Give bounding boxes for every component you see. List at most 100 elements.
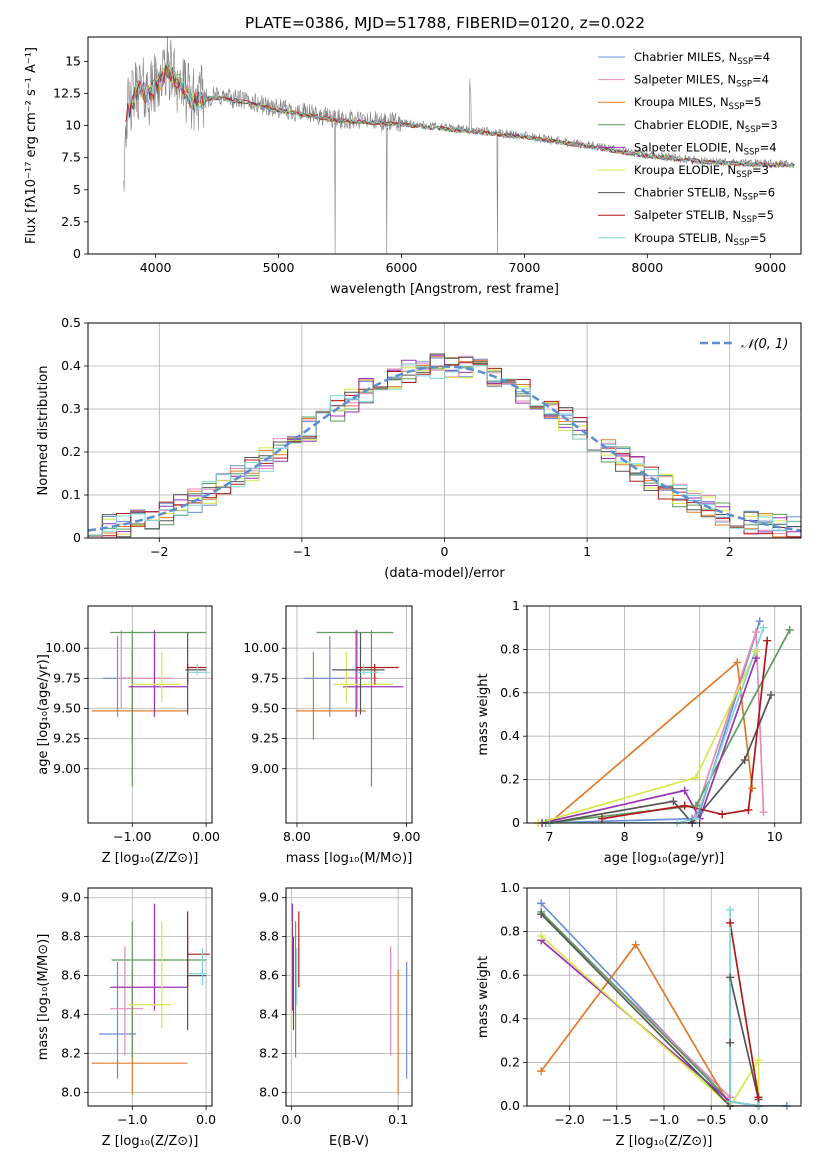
x-tick-label: 7000: [508, 260, 540, 275]
y-tick-label: 8.8: [61, 929, 81, 944]
y-tick-label: 10: [65, 118, 81, 133]
legend-text: =6: [758, 186, 775, 200]
weight-marker: [726, 905, 735, 914]
normal-curve: [88, 365, 801, 532]
x-tick-label: 6000: [386, 260, 418, 275]
x-tick-label: 8: [621, 829, 629, 844]
legend-text: Salpeter MILES, N: [634, 73, 736, 87]
plot-area: [123, 37, 796, 254]
y-tick-label: 8.0: [259, 1084, 279, 1099]
y-tick-label: 8.4: [61, 1007, 81, 1022]
y-axis-label: age [log₁₀(age/yr)]: [36, 654, 51, 775]
legend-text: =3: [752, 163, 769, 177]
weight-marker: [537, 1067, 546, 1076]
y-tick-label: 12.5: [53, 85, 81, 100]
x-axis-label: Z [log₁₀(Z/Z⊙)]: [102, 851, 199, 866]
residual-histogram: [88, 363, 801, 536]
y-tick-label: 1: [512, 598, 520, 613]
weight-marker: [751, 647, 760, 656]
weight-marker: [669, 797, 678, 806]
y-tick-label: 0.4: [500, 1011, 520, 1026]
panel-residuals: −2 −1 0 1 2 0 0.1 0.2 0.3 0.4 0.5 (data-model)/erro…: [36, 315, 802, 581]
y-tick-label: 9.0: [61, 890, 81, 905]
x-axis-label: (data-model)/error: [384, 566, 505, 581]
axes-frame: [526, 887, 802, 1107]
x-tick-label: 5000: [263, 260, 295, 275]
model-spectrum-line: [126, 59, 794, 168]
weight-marker: [691, 773, 700, 782]
weight-marker: [754, 1093, 763, 1102]
x-tick-label: 0.0: [749, 1112, 769, 1127]
legend-text: =5: [757, 208, 774, 222]
y-tick-label: 0.1: [61, 487, 81, 502]
y-tick-label: 8.6: [61, 968, 81, 983]
x-tick-label: 2: [726, 544, 734, 559]
weight-marker: [754, 1056, 763, 1065]
y-tick-label: 9.00: [251, 761, 279, 776]
weight-marker: [766, 690, 775, 699]
weight-marker: [691, 801, 700, 810]
y-tick-label: 9.25: [53, 731, 81, 746]
x-axis-label: age [log₁₀(age/yr)]: [604, 851, 725, 866]
legend-subscript: SSP: [745, 125, 761, 135]
x-tick-label: 0.1: [388, 1112, 408, 1127]
residual-histogram: [88, 353, 801, 538]
figure-title: PLATE=0386, MJD=51788, FIBERID=0120, z=0…: [245, 14, 645, 32]
panel-spectrum: 4000 5000 6000 7000 8000 9000 0 2.5 5 7.5 10 12.5 15…: [24, 36, 802, 297]
x-tick-label: 9: [696, 829, 704, 844]
weight-marker: [718, 810, 727, 819]
x-tick-label: −1.00: [113, 829, 151, 844]
plot-area: [290, 903, 408, 1095]
weight-marker: [726, 1097, 735, 1106]
y-tick-label: 2.5: [61, 214, 81, 229]
weight-marker: [733, 658, 742, 667]
y-tick-label: 15: [65, 53, 81, 68]
y-tick-label: 0.8: [500, 924, 520, 939]
legend-entry: Chabrier STELIB, NSSP=6: [634, 186, 775, 203]
y-axis-label: mass weight: [476, 956, 491, 1038]
y-tick-label: 8.0: [61, 1084, 81, 1099]
y-tick-label: 8.2: [259, 1045, 279, 1060]
x-tick-label: 9.00: [393, 829, 421, 844]
x-tick-label: 0.0: [281, 1112, 301, 1127]
legend-entry: Kroupa STELIB, NSSP=5: [634, 231, 766, 248]
axes-frame: [87, 887, 213, 1107]
y-tick-label: 0.8: [500, 641, 520, 656]
panel-z-mass: −1.0 0.0 8.0 8.2 8.4 8.6 8.8 9.0 Z [log₁₀(Z/Z⊙)]…: [36, 887, 216, 1149]
weight-marker: [763, 636, 772, 645]
weight-line: [540, 913, 759, 1106]
y-tick-label: 9.75: [53, 670, 81, 685]
weight-marker: [631, 940, 640, 949]
x-tick-label: 9000: [754, 260, 786, 275]
x-tick-label: 4000: [140, 260, 172, 275]
legend-subscript: SSP: [736, 170, 752, 180]
legend-entry: Kroupa ELODIE, NSSP=3: [634, 163, 769, 180]
y-tick-label: 9.0: [259, 890, 279, 905]
weight-marker: [537, 899, 546, 908]
weight-marker: [726, 1038, 735, 1047]
panel-z-age: −1.00 0.00 9.00 9.25 9.50 9.75 10.00 Z [log₁₀(Z…: [36, 605, 220, 866]
y-tick-label: 9.25: [251, 731, 279, 746]
y-tick-label: 0.0: [500, 1098, 520, 1113]
panel-age-weight: 7 8 9 10 0 0.2 0.4 0.6 0.8 1 age [log₁₀(age/yr)] ma…: [476, 598, 802, 866]
legend-text: =4: [752, 73, 769, 87]
weight-line: [540, 935, 760, 1106]
legend-entry: Kroupa MILES, NSSP=5: [634, 95, 761, 112]
y-tick-label: 0.6: [500, 685, 520, 700]
y-tick-label: 7.5: [61, 150, 81, 165]
legend-entry: Chabrier MILES, NSSP=4: [634, 50, 770, 67]
y-tick-label: 9.50: [53, 700, 81, 715]
weight-marker: [751, 628, 760, 637]
weight-marker: [691, 814, 700, 823]
legend-subscript: SSP: [737, 57, 753, 67]
legend-entry: Chabrier ELODIE, NSSP=3: [634, 118, 778, 135]
weight-marker: [744, 805, 753, 814]
legend-text: =5: [749, 231, 766, 245]
panel-z-weight: −2.0 −1.5 −1.0 −0.5 0.0 0.0 0.2 0.4 0.6 0.8 1.0 Z […: [476, 880, 802, 1149]
y-tick-label: 0.4: [61, 358, 81, 373]
y-tick-label: 0.2: [500, 1054, 520, 1069]
legend-text: Salpeter STELIB, N: [634, 208, 741, 222]
weight-marker: [680, 801, 689, 810]
x-tick-label: −1: [293, 544, 311, 559]
